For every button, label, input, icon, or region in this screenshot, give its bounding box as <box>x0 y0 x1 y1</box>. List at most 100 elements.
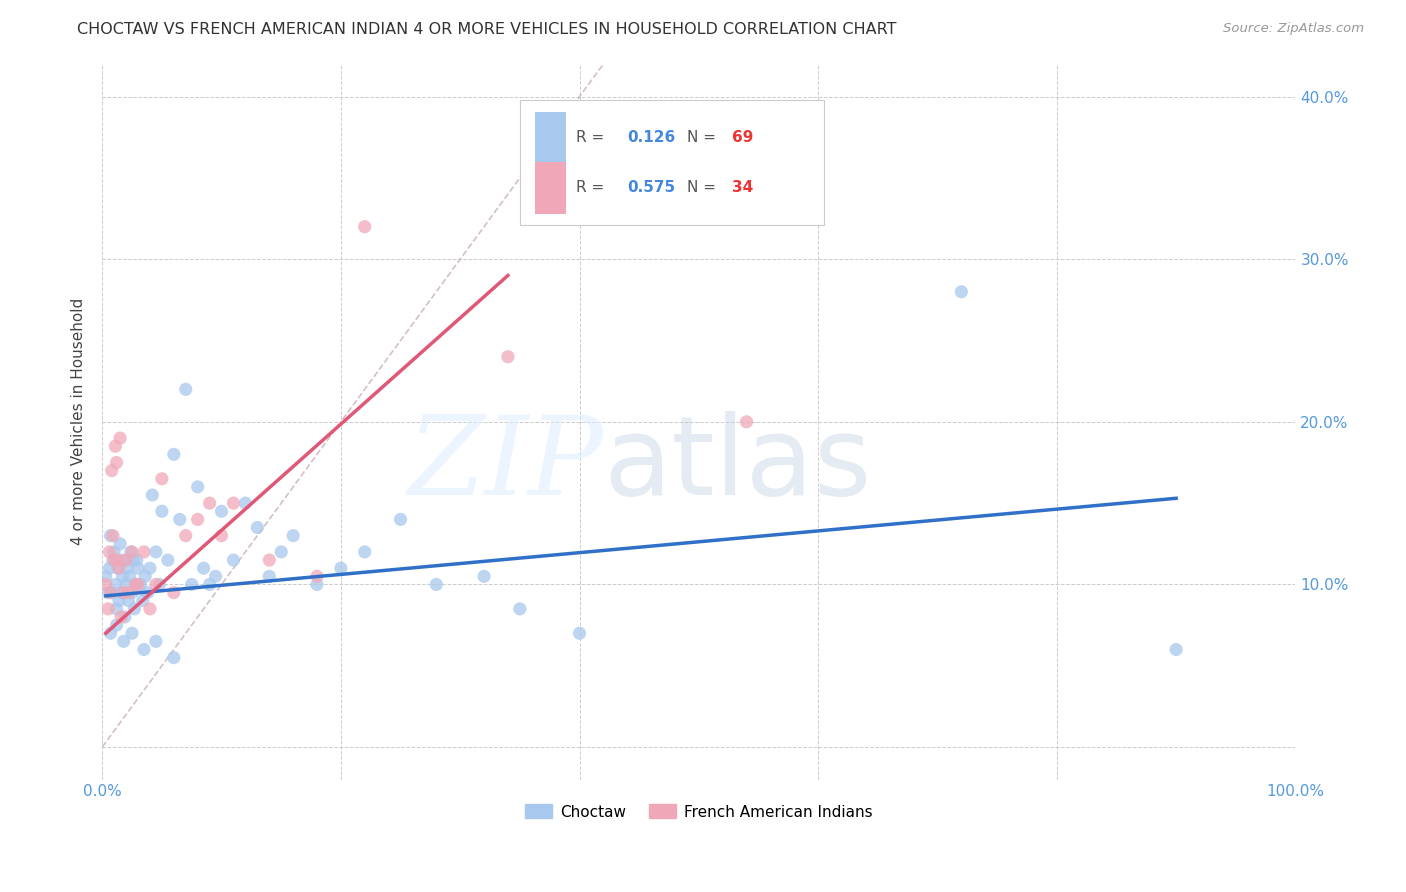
Point <box>100 585 122 599</box>
Point <box>150 504 173 518</box>
Point <box>117 593 139 607</box>
Point <box>132 593 155 607</box>
Point <box>139 561 162 575</box>
Point <box>94 577 117 591</box>
Point <box>174 529 197 543</box>
Point <box>187 480 209 494</box>
Point <box>139 602 162 616</box>
Point <box>108 593 131 607</box>
Point <box>97 585 120 599</box>
Point <box>124 577 146 591</box>
Point <box>107 561 129 575</box>
Point <box>425 577 447 591</box>
Point <box>132 545 155 559</box>
Point <box>353 545 375 559</box>
Point <box>259 569 281 583</box>
Point <box>103 553 125 567</box>
Text: 0.126: 0.126 <box>627 130 675 145</box>
Point <box>98 545 121 559</box>
Point <box>145 577 167 591</box>
Point <box>180 577 202 591</box>
Point <box>94 569 117 583</box>
Point <box>141 488 163 502</box>
Point <box>305 569 328 583</box>
Point <box>305 577 328 591</box>
Point <box>156 553 179 567</box>
Point <box>112 553 135 567</box>
Point <box>97 602 120 616</box>
Point <box>115 577 138 591</box>
Point <box>117 561 139 575</box>
Point <box>122 553 145 567</box>
Point <box>246 520 269 534</box>
Point <box>100 585 122 599</box>
Point <box>112 634 135 648</box>
Point <box>211 529 233 543</box>
Point <box>100 626 122 640</box>
Point <box>150 472 173 486</box>
Point <box>124 602 146 616</box>
Text: 69: 69 <box>733 130 754 145</box>
Point <box>496 350 519 364</box>
Text: Source: ZipAtlas.com: Source: ZipAtlas.com <box>1223 22 1364 36</box>
Text: 0.575: 0.575 <box>627 180 675 195</box>
Point <box>107 553 129 567</box>
Point <box>100 464 122 478</box>
Point <box>204 569 226 583</box>
Y-axis label: 4 or more Vehicles in Household: 4 or more Vehicles in Household <box>72 298 86 545</box>
Text: R =: R = <box>576 180 609 195</box>
Point <box>950 285 973 299</box>
Point <box>127 577 149 591</box>
Point <box>568 626 591 640</box>
Text: atlas: atlas <box>603 411 872 518</box>
Point <box>509 602 531 616</box>
Point <box>108 431 131 445</box>
Point <box>145 545 167 559</box>
Text: ZIP: ZIP <box>408 411 603 518</box>
Point <box>211 504 233 518</box>
Point <box>187 512 209 526</box>
Point <box>353 219 375 234</box>
Point <box>270 545 292 559</box>
Point <box>198 577 221 591</box>
Point <box>735 415 758 429</box>
Point <box>163 650 186 665</box>
Point <box>472 569 495 583</box>
Point <box>100 529 122 543</box>
Point <box>118 569 141 583</box>
Text: CHOCTAW VS FRENCH AMERICAN INDIAN 4 OR MORE VEHICLES IN HOUSEHOLD CORRELATION CH: CHOCTAW VS FRENCH AMERICAN INDIAN 4 OR M… <box>77 22 897 37</box>
Point <box>112 585 135 599</box>
FancyBboxPatch shape <box>536 112 567 163</box>
Point <box>121 585 143 599</box>
Point <box>222 553 245 567</box>
Point <box>148 577 170 591</box>
Point <box>235 496 257 510</box>
Point <box>108 537 131 551</box>
Text: R =: R = <box>576 130 609 145</box>
Point <box>174 382 197 396</box>
Point <box>121 545 143 559</box>
Point <box>104 577 127 591</box>
Text: N =: N = <box>688 130 721 145</box>
Point <box>163 585 186 599</box>
Point <box>125 553 148 567</box>
Point <box>1166 642 1188 657</box>
Point <box>101 553 124 567</box>
Point <box>105 602 128 616</box>
Point <box>193 561 215 575</box>
Point <box>108 561 131 575</box>
Text: N =: N = <box>688 180 721 195</box>
Point <box>104 439 127 453</box>
Point <box>117 585 139 599</box>
Point <box>198 496 221 510</box>
Point <box>129 577 152 591</box>
Text: 34: 34 <box>733 180 754 195</box>
Point <box>169 512 191 526</box>
Point <box>136 585 159 599</box>
Point <box>127 561 149 575</box>
Point <box>110 585 132 599</box>
Point <box>103 545 125 559</box>
Point <box>110 610 132 624</box>
Point <box>120 545 142 559</box>
Point <box>124 577 146 591</box>
